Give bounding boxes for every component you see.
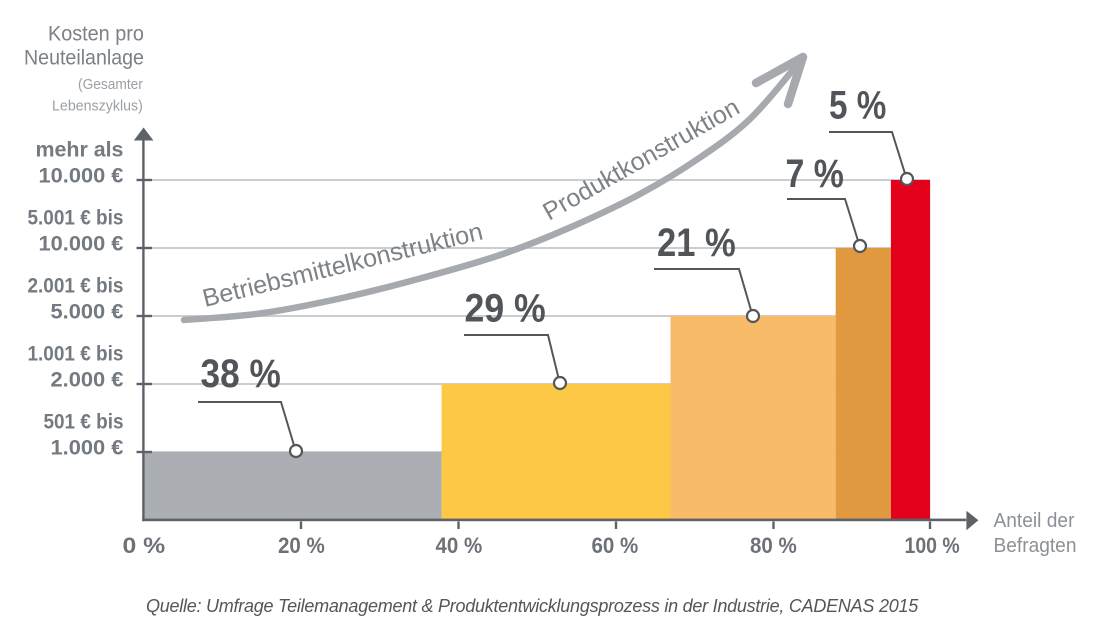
svg-text:1.001 € bis: 1.001 € bis (28, 343, 124, 366)
svg-text:mehr als: mehr als (36, 139, 124, 162)
svg-text:80 %: 80 % (750, 533, 797, 558)
svg-text:5.001 € bis: 5.001 € bis (28, 207, 124, 230)
svg-text:7 %: 7 % (786, 150, 844, 195)
svg-text:Anteil der: Anteil der (994, 510, 1075, 532)
svg-text:1.000 €: 1.000 € (51, 436, 124, 460)
svg-text:40 %: 40 % (436, 533, 483, 558)
svg-text:60 %: 60 % (592, 533, 639, 558)
svg-text:2.000 €: 2.000 € (51, 368, 124, 392)
svg-text:Neuteilanlage: Neuteilanlage (24, 47, 144, 70)
svg-text:5 %: 5 % (829, 82, 886, 127)
svg-text:10.000 €: 10.000 € (39, 164, 124, 188)
svg-text:Befragten: Befragten (994, 535, 1077, 557)
svg-text:Lebenszyklus): Lebenszyklus) (52, 98, 143, 114)
svg-text:21 %: 21 % (657, 220, 736, 265)
svg-text:20 %: 20 % (278, 533, 325, 558)
svg-text:Quelle: Umfrage Teilemanagemen: Quelle: Umfrage Teilemanagement & Produk… (146, 596, 919, 616)
svg-text:2.001 € bis: 2.001 € bis (28, 275, 124, 298)
svg-text:5.000 €: 5.000 € (51, 300, 124, 324)
svg-text:38 %: 38 % (201, 351, 281, 396)
svg-text:(Gesamter: (Gesamter (78, 76, 143, 93)
svg-text:501 € bis: 501 € bis (44, 411, 124, 434)
svg-text:Produktkonstruktion: Produktkonstruktion (538, 93, 744, 226)
svg-text:100 %: 100 % (905, 534, 960, 558)
svg-text:0 %: 0 % (123, 533, 166, 557)
svg-text:10.000 €: 10.000 € (39, 232, 124, 256)
svg-text:Kosten pro: Kosten pro (48, 23, 144, 46)
svg-text:29 %: 29 % (465, 287, 546, 331)
